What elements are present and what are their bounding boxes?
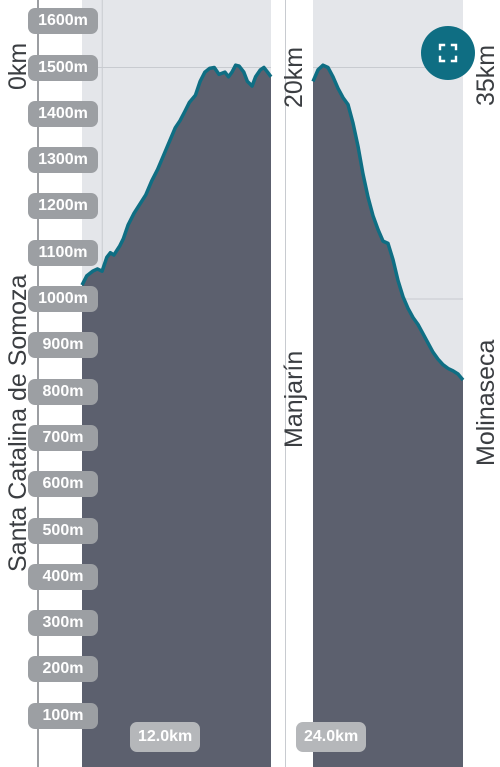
waypoint-distance-end: 35km (472, 44, 500, 106)
y-tick-label: 1600m (28, 8, 98, 35)
waypoint-distance-start: 0km (4, 42, 32, 90)
elevation-area-2 (313, 65, 463, 767)
elevation-line-2 (311, 63, 465, 382)
y-tick-label: 1400m (28, 100, 98, 127)
waypoint-name-start: Santa Catalina de Somoza (4, 274, 32, 572)
x-tick-label: 24.0km (296, 722, 367, 752)
y-tick-label: 500m (28, 517, 98, 544)
x-tick-label: 12.0km (130, 722, 201, 752)
waypoint-name-mid: Manjarín (280, 350, 308, 448)
y-tick-label: 1500m (28, 54, 98, 81)
y-tick-label: 600m (28, 471, 98, 498)
expand-icon (438, 43, 458, 63)
y-tick-label: 800m (28, 378, 98, 405)
y-tick-label: 200m (28, 656, 98, 683)
y-tick-label: 1000m (28, 286, 98, 312)
waypoint-name-end: Molinaseca (472, 339, 500, 466)
elevation-area-1 (82, 65, 271, 767)
y-tick-label: 400m (28, 563, 98, 590)
y-tick-label: 300m (28, 610, 98, 637)
y-tick-label: 100m (28, 702, 98, 729)
y-tick-label: 1100m (28, 239, 98, 266)
y-tick-label: 1200m (28, 193, 98, 220)
elevation-line-1 (80, 63, 273, 286)
y-tick-label: 900m (28, 332, 98, 359)
expand-button[interactable] (421, 26, 475, 80)
y-tick-label: 1300m (28, 147, 98, 174)
waypoint-distance-mid: 20km (280, 46, 308, 108)
y-tick-label: 700m (28, 424, 98, 451)
